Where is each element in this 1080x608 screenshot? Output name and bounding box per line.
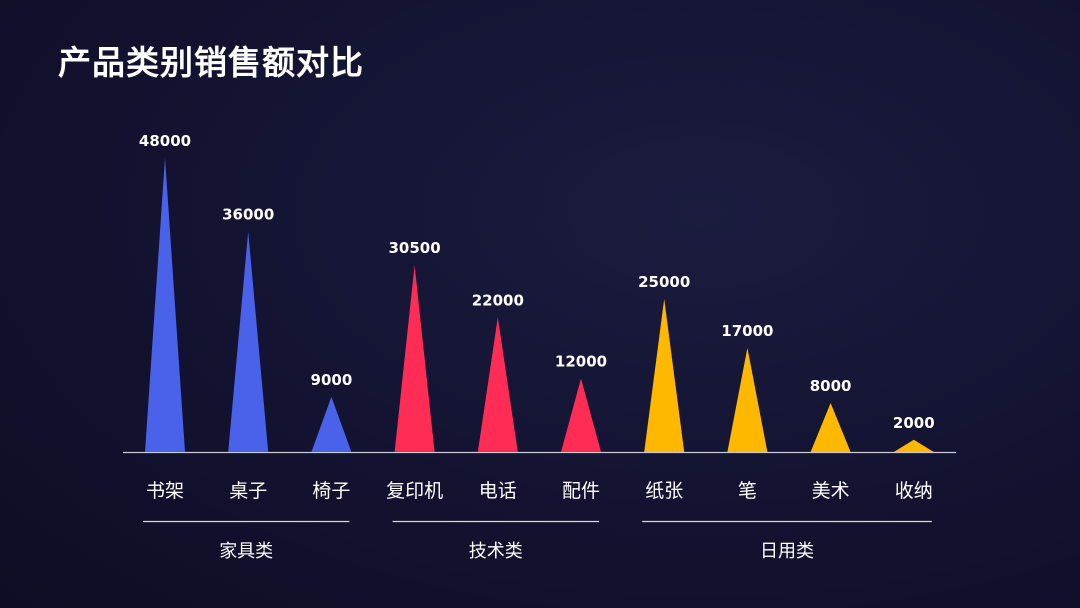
group-label-1: 技术类	[469, 541, 523, 562]
category-label-2: 椅子	[312, 480, 350, 502]
bar-triangle-6	[644, 298, 685, 452]
category-label-5: 配件	[562, 480, 600, 502]
category-label-9: 收纳	[895, 480, 933, 502]
value-label-8: 8000	[810, 377, 852, 395]
value-label-5: 12000	[555, 353, 607, 371]
category-label-0: 书架	[146, 480, 184, 502]
category-label-4: 电话	[479, 480, 517, 502]
category-label-6: 纸张	[645, 480, 683, 502]
value-label-6: 25000	[638, 273, 690, 291]
value-label-7: 17000	[721, 322, 773, 340]
value-label-9: 2000	[893, 414, 935, 432]
bar-triangle-3	[394, 265, 435, 452]
chart-title: 产品类别销售额对比	[58, 43, 364, 82]
bar-triangle-2	[311, 396, 352, 452]
bar-triangle-7	[727, 347, 768, 452]
value-label-3: 30500	[389, 239, 441, 257]
bar-triangle-1	[228, 231, 269, 452]
value-label-2: 9000	[311, 371, 353, 389]
group-label-2: 日用类	[760, 541, 814, 562]
bar-triangle-0	[145, 158, 185, 452]
value-label-0: 48000	[139, 132, 191, 150]
value-label-1: 36000	[222, 206, 274, 224]
bar-triangle-4	[477, 317, 518, 452]
category-label-1: 桌子	[229, 480, 267, 502]
bar-triangle-9	[893, 439, 934, 452]
group-label-0: 家具类	[219, 541, 273, 562]
bar-triangle-5	[561, 378, 601, 452]
value-label-4: 22000	[472, 291, 524, 309]
category-label-8: 美术	[812, 480, 850, 502]
bar-triangle-8	[810, 403, 851, 452]
category-label-3: 复印机	[386, 480, 443, 502]
category-label-7: 笔	[738, 480, 757, 502]
